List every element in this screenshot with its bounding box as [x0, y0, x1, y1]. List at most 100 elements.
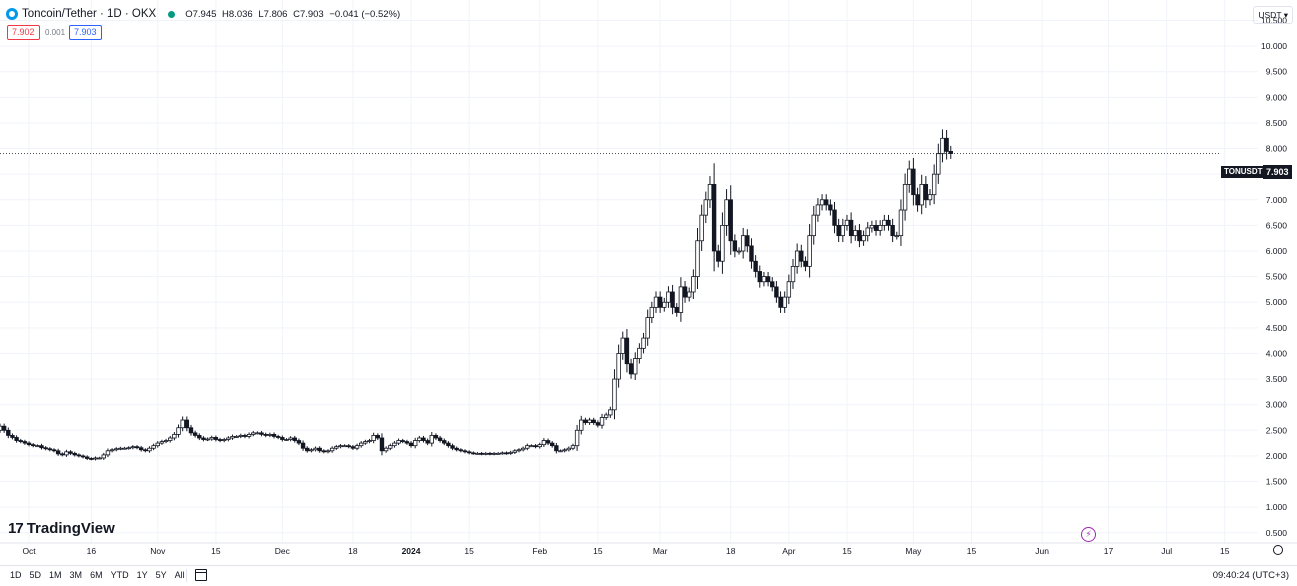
candle-body: [412, 440, 418, 447]
candle-body: [541, 440, 547, 446]
y-tick-label: 4.500: [1266, 323, 1288, 333]
candle-body: [898, 209, 904, 237]
candle-body: [657, 296, 663, 308]
candle-body: [815, 204, 821, 216]
candle-body: [782, 296, 787, 308]
range-5y[interactable]: 5Y: [155, 570, 167, 580]
range-ytd[interactable]: YTD: [110, 570, 129, 580]
x-tick-label: Oct: [22, 546, 36, 556]
range-3m[interactable]: 3M: [69, 570, 83, 580]
candle-body: [927, 194, 933, 201]
candle-body: [51, 449, 57, 452]
candle-body: [641, 337, 646, 349]
candle-body: [612, 378, 617, 411]
candle-body: [732, 240, 738, 252]
candle-body: [147, 447, 152, 452]
x-tick-label: Mar: [653, 546, 668, 556]
x-tick-label: Jun: [1035, 546, 1049, 556]
candle-body: [828, 204, 833, 211]
candle-body: [68, 451, 73, 454]
buy-button[interactable]: 7.903: [69, 25, 102, 40]
low-value: 7.806: [263, 8, 288, 20]
candle-body: [334, 446, 339, 449]
candle-body: [757, 271, 762, 283]
candle-body: [807, 235, 812, 267]
candle-body: [267, 433, 273, 436]
candle-body: [583, 419, 588, 424]
toolbar-divider: [186, 569, 187, 582]
candle-body: [886, 219, 891, 226]
tradingview-logo[interactable]: 17 TradingView: [8, 520, 115, 537]
candle-body: [379, 437, 385, 452]
range-5d[interactable]: 5D: [29, 570, 42, 580]
settings-gear-icon[interactable]: [1273, 545, 1283, 555]
candle-body: [80, 455, 86, 458]
candle-body: [500, 452, 505, 455]
candle-body: [192, 432, 198, 436]
candle-body: [894, 235, 899, 238]
symbol-header: Toncoin/Tether · 1D · OKX O7.945 H8.036 …: [6, 6, 400, 22]
currency-dropdown[interactable]: USDT ▾: [1253, 6, 1293, 24]
clock-readout[interactable]: 09:40:24 (UTC+3): [1212, 570, 1289, 581]
candle-body: [325, 450, 331, 453]
candle-body: [529, 445, 534, 448]
candle-body: [703, 199, 709, 216]
candle-body: [184, 419, 190, 429]
y-tick-label: 6.500: [1266, 220, 1288, 230]
candle-body: [404, 441, 410, 444]
candle-body: [579, 419, 584, 431]
tradingview-mark-icon: 17: [8, 520, 24, 537]
candle-body: [209, 437, 214, 440]
candle-body: [877, 224, 883, 231]
x-tick-label: Jul: [1161, 546, 1172, 556]
candle-body: [483, 452, 488, 455]
symbol-title[interactable]: Toncoin/Tether · 1D · OKX: [22, 8, 157, 20]
candle-body: [711, 184, 717, 252]
candle-body: [907, 168, 912, 185]
x-tick-label: Dec: [275, 546, 291, 556]
candle-body: [230, 436, 235, 439]
candle-body: [844, 219, 850, 226]
bottom-toolbar: 1D 5D 1M 3M 6M YTD 1Y 5Y All 09:40:24 (U…: [0, 565, 1297, 586]
y-tick-label: 2.500: [1266, 425, 1288, 435]
range-6m[interactable]: 6M: [90, 570, 103, 580]
high-label: H: [222, 8, 229, 20]
candle-body: [570, 445, 576, 449]
range-1d[interactable]: 1D: [10, 570, 22, 580]
x-tick-label: 18: [348, 546, 358, 556]
candle-body: [84, 456, 90, 459]
candle-body: [433, 435, 439, 439]
candle-body: [637, 347, 642, 359]
candle-body: [790, 265, 796, 283]
market-status-icon: [168, 10, 176, 18]
candle-body: [545, 440, 551, 444]
candlestick-chart[interactable]: 10.50010.0009.5009.0008.5008.0007.5007.0…: [0, 0, 1297, 565]
candle-body: [554, 445, 559, 452]
sell-button[interactable]: 7.902: [7, 25, 40, 40]
open-label: O: [185, 8, 193, 20]
range-1y[interactable]: 1Y: [136, 570, 148, 580]
candle-body: [645, 317, 650, 339]
candle-body: [753, 260, 758, 272]
candle-body: [305, 447, 310, 452]
candle-body: [313, 447, 318, 451]
candle-body: [26, 442, 32, 446]
candle-body: [159, 441, 165, 444]
low-label: L: [258, 8, 264, 20]
candle-body: [60, 453, 65, 456]
calendar-icon[interactable]: [195, 569, 207, 581]
candle-body: [442, 440, 447, 444]
candle-body: [720, 224, 725, 262]
lightning-icon[interactable]: ⚡: [1081, 527, 1096, 542]
candle-body: [221, 439, 227, 441]
candle-body: [628, 363, 634, 375]
candle-body: [93, 457, 98, 460]
y-tick-label: 1.000: [1266, 502, 1288, 512]
candle-body: [533, 445, 538, 448]
candle-body: [666, 291, 671, 303]
range-all[interactable]: All: [174, 570, 185, 580]
range-1m[interactable]: 1M: [49, 570, 62, 580]
candle-body: [168, 437, 173, 441]
candle-body: [134, 446, 140, 449]
candle-body: [624, 337, 630, 365]
